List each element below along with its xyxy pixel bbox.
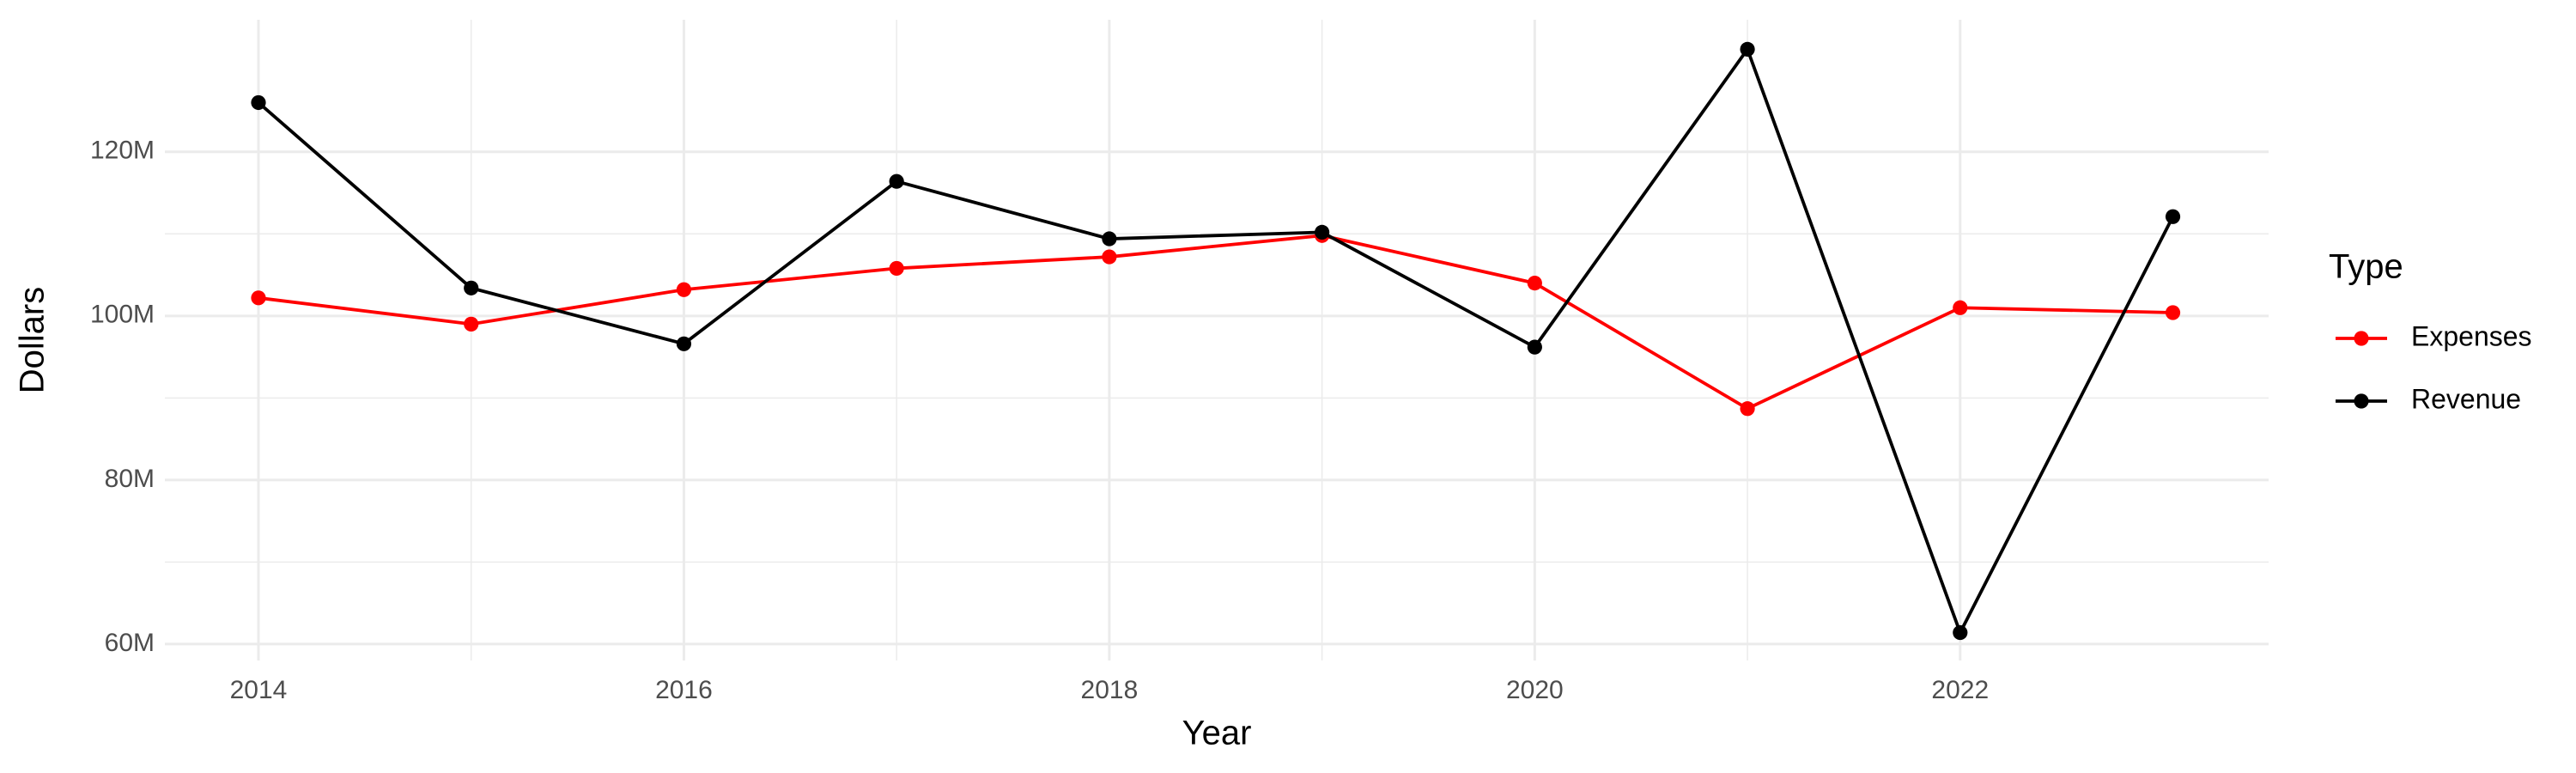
data-point [251, 94, 266, 111]
data-point [464, 316, 479, 332]
y-tick-label: 80M [105, 465, 155, 493]
y-tick-label: 120M [90, 137, 155, 165]
data-point [1740, 41, 1755, 57]
y-tick-label: 100M [90, 301, 155, 329]
data-point [1740, 401, 1755, 417]
data-point [889, 260, 904, 277]
legend-label: Revenue [2411, 383, 2521, 414]
series-line [257, 46, 2175, 637]
legend-label: Expenses [2411, 320, 2532, 351]
x-axis-title: Year [1182, 715, 1252, 752]
data-point [1102, 249, 1117, 265]
data-point [251, 290, 266, 306]
data-point [1527, 276, 1542, 291]
data-point [1315, 224, 1330, 240]
x-tick-label: 2020 [1506, 676, 1564, 704]
y-axis-title: Dollars [14, 287, 52, 393]
data-point [676, 282, 692, 297]
x-tick-label: 2022 [1931, 676, 1989, 704]
data-point [676, 336, 692, 351]
data-point [2165, 209, 2181, 224]
legend-marker [2354, 393, 2369, 409]
data-point [464, 280, 479, 295]
x-tick-label: 2014 [230, 676, 288, 704]
y-tick-label: 60M [105, 629, 155, 657]
data-point [2165, 305, 2181, 320]
data-point [889, 173, 904, 189]
x-tick-label: 2016 [655, 676, 713, 704]
data-point [1953, 300, 1968, 315]
legend-title: Type [2329, 248, 2403, 286]
x-tick-label: 2018 [1081, 676, 1139, 704]
series-line [258, 234, 2173, 411]
data-point [1527, 339, 1542, 355]
data-point [1102, 231, 1117, 247]
legend-marker [2354, 331, 2369, 346]
data-point [1953, 624, 1968, 641]
